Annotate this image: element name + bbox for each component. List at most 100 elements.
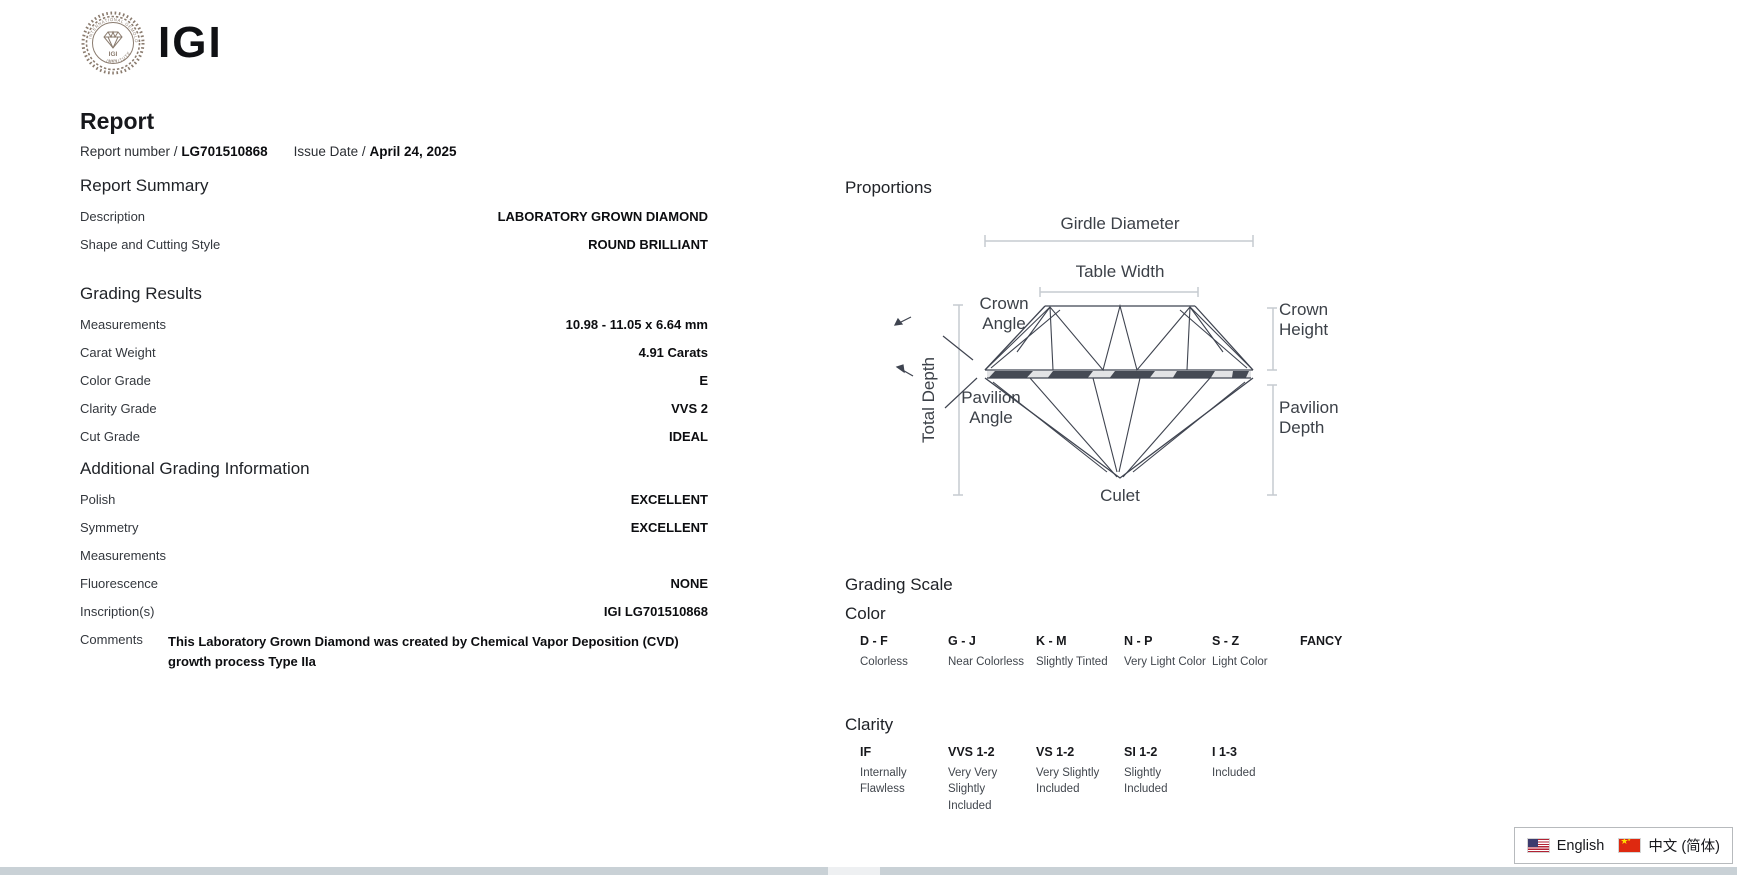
grade-label: SI 1-2 — [1124, 744, 1158, 759]
row-label: Fluorescence — [80, 575, 159, 591]
section-grading-results: Grading Results — [80, 284, 202, 303]
color-scale-item: S - Z Light Color — [1212, 634, 1300, 671]
report-meta: Report number / LG701510868 Issue Date /… — [80, 144, 708, 159]
issue-date-label: Issue Date / — [293, 144, 366, 159]
clarity-scale-item: VVS 1-2 Very Very Slightly Included — [948, 745, 1036, 815]
pavilion-depth-label: Pavilion Depth — [1279, 398, 1339, 438]
row-value: E — [699, 372, 708, 388]
row-label: Measurements — [80, 547, 166, 563]
grade-desc: Included — [1212, 766, 1256, 779]
table-row: Cut Grade IDEAL — [80, 422, 708, 450]
color-scale-grid: D - F Colorless G - J Near Colorless K -… — [845, 634, 1495, 671]
section-color-scale: Color — [845, 604, 886, 623]
grade-desc: Internally Flawless — [860, 766, 907, 796]
crown-facets — [984, 303, 1254, 372]
grade-desc: Very Very Slightly Included — [948, 766, 998, 813]
color-scale-item: FANCY — [1300, 634, 1388, 671]
issue-date-value: April 24, 2025 — [369, 144, 457, 159]
grade-label: K - M — [1036, 634, 1067, 648]
clarity-scale-item: I 1-3 Included — [1212, 745, 1300, 815]
row-label: Inscription(s) — [80, 603, 155, 619]
grade-desc: Light Color — [1212, 656, 1268, 668]
girdle-diameter-label: Girdle Diameter — [1060, 214, 1180, 233]
row-value: 10.98 - 11.05 x 6.64 mm — [565, 316, 708, 332]
table-row: Polish EXCELLENT — [80, 485, 708, 513]
grade-desc: Very Slightly Included — [1036, 766, 1100, 796]
clarity-scale-grid: IF Internally Flawless VVS 1-2 Very Very… — [845, 745, 1495, 815]
summary-rows: Description LABORATORY GROWN DIAMOND Sha… — [80, 202, 708, 258]
row-label: Shape and Cutting Style — [80, 236, 221, 252]
clarity-scale-item: VS 1-2 Very Slightly Included — [1036, 745, 1124, 815]
section-additional-grading: Additional Grading Information — [80, 459, 310, 478]
row-label: Color Grade — [80, 372, 151, 388]
table-row: Color Grade E — [80, 366, 708, 394]
grade-label: S - Z — [1212, 634, 1240, 648]
row-value: IGI LG701510868 — [603, 603, 708, 619]
color-scale-item: G - J Near Colorless — [948, 634, 1036, 671]
issue-date: Issue Date / April 24, 2025 — [294, 144, 457, 159]
language-option-english[interactable]: English — [1526, 837, 1605, 854]
language-label-english[interactable]: English — [1556, 837, 1605, 854]
table-width-label: Table Width — [1075, 262, 1165, 281]
row-value: IDEAL — [669, 428, 708, 444]
clarity-scale-item: IF Internally Flawless — [860, 745, 948, 815]
brand-wordmark: IGI — [158, 18, 223, 67]
row-value: EXCELLENT — [630, 491, 708, 507]
measurement-brackets — [953, 235, 1277, 496]
angle-arrows — [893, 316, 978, 409]
row-value: VVS 2 — [671, 400, 708, 416]
color-scale-item: N - P Very Light Color — [1124, 634, 1212, 671]
grade-desc: Near Colorless — [948, 656, 1025, 668]
report-panel: Report Report number / LG701510868 Issue… — [80, 108, 708, 678]
comments-row: Comments This Laboratory Grown Diamond w… — [80, 625, 708, 678]
report-number-label: Report number / — [80, 144, 178, 159]
table-row: Measurements — [80, 541, 708, 569]
girdle-band — [985, 369, 1253, 379]
row-value: NONE — [670, 575, 708, 591]
pavilion-facets — [992, 377, 1246, 478]
grade-desc: Colorless — [860, 656, 908, 668]
grade-label: N - P — [1124, 634, 1153, 648]
table-row: Shape and Cutting Style ROUND BRILLIANT — [80, 230, 708, 258]
section-report-summary: Report Summary — [80, 176, 209, 195]
horizontal-scrollbar[interactable] — [0, 867, 1737, 875]
pavilion-angle-label: Pavilion Angle — [961, 388, 1021, 428]
diamond-profile-svg — [893, 235, 1277, 496]
grade-label: VS 1-2 — [1036, 744, 1075, 759]
seal-monogram: IGI — [109, 51, 118, 58]
row-label: Polish — [80, 491, 116, 507]
page-title: Report — [80, 108, 155, 134]
color-scale-item: D - F Colorless — [860, 634, 948, 671]
crown-angle-label: Crown Angle — [979, 294, 1029, 334]
report-number-value: LG701510868 — [181, 144, 268, 159]
diamond-profile-diagram: Girdle Diameter Table Width Crown Angle … — [845, 200, 1485, 512]
grade-desc: Slightly Tinted — [1036, 656, 1108, 668]
igi-logo: INTERNATIONAL GEMOLOGICAL INSTITUTE IGI … — [80, 10, 223, 76]
row-value: ROUND BRILLIANT — [588, 236, 708, 252]
grade-desc: Slightly Included — [1124, 766, 1168, 796]
row-label: Carat Weight — [80, 344, 156, 360]
table-row: Carat Weight 4.91 Carats — [80, 338, 708, 366]
row-value: 4.91 Carats — [638, 344, 708, 360]
row-value: EXCELLENT — [630, 519, 708, 535]
language-selector: English ★ ★ 中文 (简体) — [1513, 827, 1733, 864]
row-value: LABORATORY GROWN DIAMOND — [497, 208, 708, 224]
row-label: Measurements — [80, 316, 166, 332]
proportions-panel: Proportions — [845, 178, 1495, 815]
section-clarity-scale: Clarity — [845, 714, 894, 734]
grade-label: FANCY — [1300, 634, 1343, 648]
section-grading-scale: Grading Scale — [845, 575, 953, 594]
culet-label: Culet — [1100, 486, 1140, 505]
row-label: Description — [80, 208, 146, 224]
language-option-chinese[interactable]: ★ ★ 中文 (简体) — [1618, 835, 1720, 856]
table-row: Description LABORATORY GROWN DIAMOND — [80, 202, 708, 230]
comments-label: Comments — [80, 631, 143, 647]
section-proportions: Proportions — [845, 178, 932, 197]
language-label-chinese[interactable]: 中文 (简体) — [1648, 839, 1720, 855]
grade-desc: Very Light Color — [1124, 656, 1206, 668]
seal-year: 1975 — [109, 59, 117, 63]
grade-label: IF — [860, 744, 872, 759]
row-label: Symmetry — [80, 519, 139, 535]
scrollbar-gap — [828, 867, 880, 875]
table-row: Measurements 10.98 - 11.05 x 6.64 mm — [80, 310, 708, 338]
